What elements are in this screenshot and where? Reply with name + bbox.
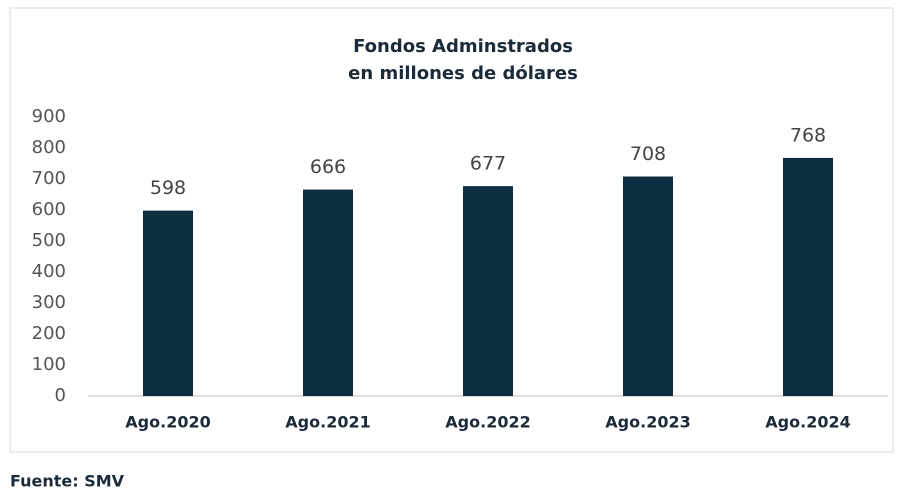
y-tick-label: 100 bbox=[32, 354, 66, 375]
y-tick-label: 800 bbox=[32, 137, 66, 158]
bar bbox=[303, 189, 353, 396]
y-tick-label: 700 bbox=[32, 168, 66, 189]
y-tick-label: 300 bbox=[32, 292, 66, 313]
chart-subtitle: en millones de dólares bbox=[348, 63, 578, 84]
value-label: 768 bbox=[790, 124, 826, 146]
value-label: 708 bbox=[630, 143, 666, 165]
value-label: 598 bbox=[150, 177, 186, 199]
bar bbox=[623, 176, 673, 396]
value-label: 666 bbox=[310, 156, 346, 178]
x-tick-label: Ago.2023 bbox=[605, 413, 690, 432]
bar bbox=[783, 157, 833, 396]
x-tick-label: Ago.2024 bbox=[765, 413, 850, 432]
y-tick-label: 0 bbox=[55, 385, 66, 406]
x-tick-label: Ago.2020 bbox=[125, 413, 210, 432]
x-tick-label: Ago.2021 bbox=[285, 413, 370, 432]
bar bbox=[143, 210, 193, 396]
chart-title: Fondos Adminstrados bbox=[353, 36, 573, 57]
source: Fuente: SMV bbox=[10, 472, 125, 491]
y-tick-label: 500 bbox=[32, 230, 66, 251]
y-tick-label: 200 bbox=[32, 323, 66, 344]
bar bbox=[463, 186, 513, 396]
value-label: 677 bbox=[470, 153, 506, 175]
y-tick-label: 600 bbox=[32, 199, 66, 220]
y-tick-label: 400 bbox=[32, 261, 66, 282]
y-tick-label: 900 bbox=[32, 106, 66, 127]
x-tick-label: Ago.2022 bbox=[445, 413, 530, 432]
